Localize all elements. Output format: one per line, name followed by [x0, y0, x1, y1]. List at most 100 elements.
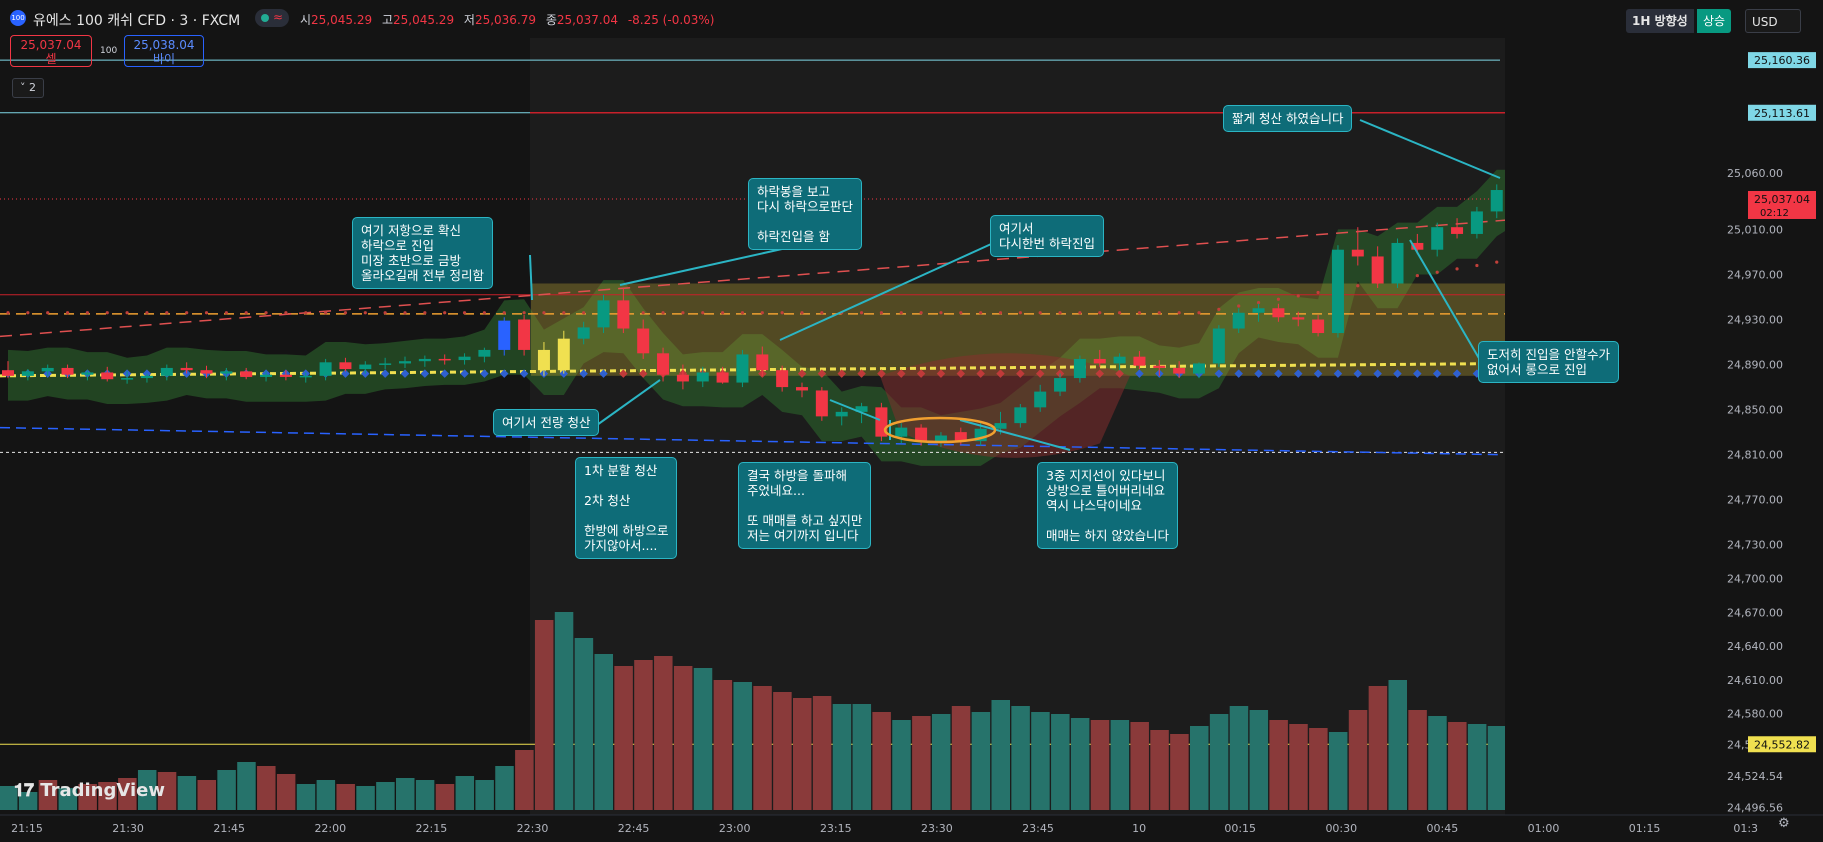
- diamond-marker: [817, 369, 827, 378]
- time-tick-label: 00:15: [1224, 822, 1256, 835]
- dot-marker: [1078, 311, 1082, 315]
- close-value: 25,037.04: [556, 13, 618, 27]
- annotation-1[interactable]: 여기 저항으로 확신 하락으로 진입 미장 초반으로 금방 올라오길래 전부 정…: [352, 217, 493, 289]
- diamond-marker: [1234, 369, 1243, 378]
- candle-body: [1133, 356, 1146, 366]
- candle-body: [1470, 211, 1483, 234]
- candle-body: [101, 372, 114, 380]
- candle-body: [1431, 227, 1444, 250]
- dot-marker: [919, 311, 923, 315]
- volume-bar: [0, 786, 18, 810]
- volume-bar: [137, 770, 157, 810]
- volume-bar: [435, 784, 455, 810]
- candle-body: [1351, 249, 1364, 257]
- volume-bar: [197, 780, 216, 810]
- volume-bar: [1289, 724, 1308, 810]
- diamond-marker: [579, 369, 588, 378]
- annotation-3[interactable]: 여기서 다시한번 하락진입: [990, 215, 1104, 257]
- diamond-marker: [1274, 369, 1283, 378]
- candle-body: [339, 362, 352, 370]
- price-tick-label: 24,970.00: [1727, 268, 1783, 281]
- annotation-7[interactable]: 1차 분할 청산 2차 청산 한방에 하방으로 가지않아서....: [575, 457, 678, 559]
- volume-bar: [1487, 726, 1507, 810]
- volume-bar: [1130, 722, 1149, 810]
- dot-marker: [1276, 297, 1280, 301]
- volume-bar: [1070, 718, 1090, 810]
- annotation-6[interactable]: 여기서 전량 청산: [493, 409, 600, 436]
- gear-icon[interactable]: ⚙: [1778, 816, 1790, 831]
- candle-body: [835, 411, 848, 417]
- dot-marker: [681, 311, 685, 315]
- dot-marker: [740, 311, 745, 315]
- candle-body: [1371, 256, 1384, 284]
- volume-bar: [336, 784, 355, 810]
- annotation-9[interactable]: 3중 지지선이 있다보니 상방으로 틀어버리네요 역시 나스닥이네요 매매는 하…: [1037, 462, 1178, 549]
- annotation-2[interactable]: 하락봉을 보고 다시 하락으로판단 하락진입을 함: [748, 178, 862, 250]
- close-key: 종: [545, 13, 557, 27]
- dot-marker: [859, 311, 864, 315]
- sell-button[interactable]: 25,037.04 셀: [10, 35, 92, 67]
- approx-icon: ≈: [273, 10, 284, 24]
- volume-bar: [1051, 714, 1070, 810]
- diamond-marker: [1373, 369, 1382, 378]
- volume-bar: [1090, 720, 1110, 810]
- open-value: 25,045.29: [311, 13, 373, 27]
- annotation-5[interactable]: 도저히 진입을 안할수가 없어서 롱으로 진입: [1478, 341, 1619, 383]
- candle-body: [716, 372, 729, 383]
- volume-bar: [773, 692, 792, 810]
- candle-body: [597, 300, 610, 328]
- volume-bar: [634, 660, 653, 810]
- annotation-8[interactable]: 결국 하방을 돌파해 주었네요... 또 매매를 하고 싶지만 저는 여기까지 …: [738, 462, 872, 549]
- dot-marker: [85, 311, 89, 315]
- symbol-title[interactable]: 유에스 100 캐쉬 CFD · 3 · FXCM: [33, 13, 241, 29]
- buy-button[interactable]: 25,038.04 바이: [124, 35, 204, 67]
- diamond-marker: [1294, 369, 1303, 378]
- candle-body: [21, 371, 34, 376]
- tradingview-logo[interactable]: 𝟏𝟕 TradingView: [14, 780, 165, 801]
- volume-bar: [1408, 710, 1427, 810]
- candle-body: [399, 361, 411, 364]
- dot-marker: [1475, 263, 1479, 268]
- annotation-4[interactable]: 짧게 청산 하였습니다: [1223, 105, 1353, 132]
- dot-marker: [1237, 304, 1241, 308]
- volume-bar: [852, 704, 872, 810]
- time-tick-label: 23:00: [719, 822, 751, 835]
- volume-bar: [356, 786, 375, 810]
- dot-marker: [462, 311, 467, 315]
- currency-select[interactable]: USD: [1745, 9, 1801, 33]
- dot-marker: [65, 311, 70, 315]
- dot-marker: [1316, 290, 1320, 295]
- dot-marker: [1256, 301, 1261, 305]
- price-label: 25,037.04: [1754, 193, 1810, 206]
- volume-bar: [1150, 730, 1169, 810]
- candle-body: [359, 364, 372, 370]
- dot-marker: [6, 311, 10, 315]
- live-indicator: ≈: [255, 9, 289, 27]
- dot-marker: [1098, 311, 1102, 315]
- volume-bar: [118, 778, 137, 810]
- dot-marker: [1435, 270, 1439, 274]
- annotation-leader: [1359, 119, 1501, 179]
- diamond-marker: [897, 369, 906, 378]
- buy-label: 바이: [152, 52, 176, 66]
- price-tick-label: 24,810.00: [1727, 449, 1783, 462]
- candle-body: [180, 367, 193, 371]
- symbol-badge-icon: 100: [10, 10, 26, 26]
- volume-bar: [1249, 710, 1269, 810]
- diamond-marker: [996, 369, 1005, 378]
- volume-bar: [276, 774, 296, 810]
- volume-bar: [1229, 706, 1249, 810]
- volume-bar: [753, 686, 772, 810]
- candle-body: [1272, 308, 1285, 318]
- dot-marker: [343, 311, 348, 315]
- candle-body: [676, 374, 689, 382]
- dot-marker: [1038, 311, 1042, 315]
- dot-marker: [760, 311, 764, 315]
- volume-bar: [1348, 710, 1368, 810]
- dot-marker: [204, 311, 209, 315]
- volume-bar: [1110, 720, 1130, 810]
- candle-body: [319, 362, 332, 376]
- dot-marker: [701, 311, 705, 315]
- collapse-indicators-button[interactable]: ˅ 2: [12, 78, 44, 98]
